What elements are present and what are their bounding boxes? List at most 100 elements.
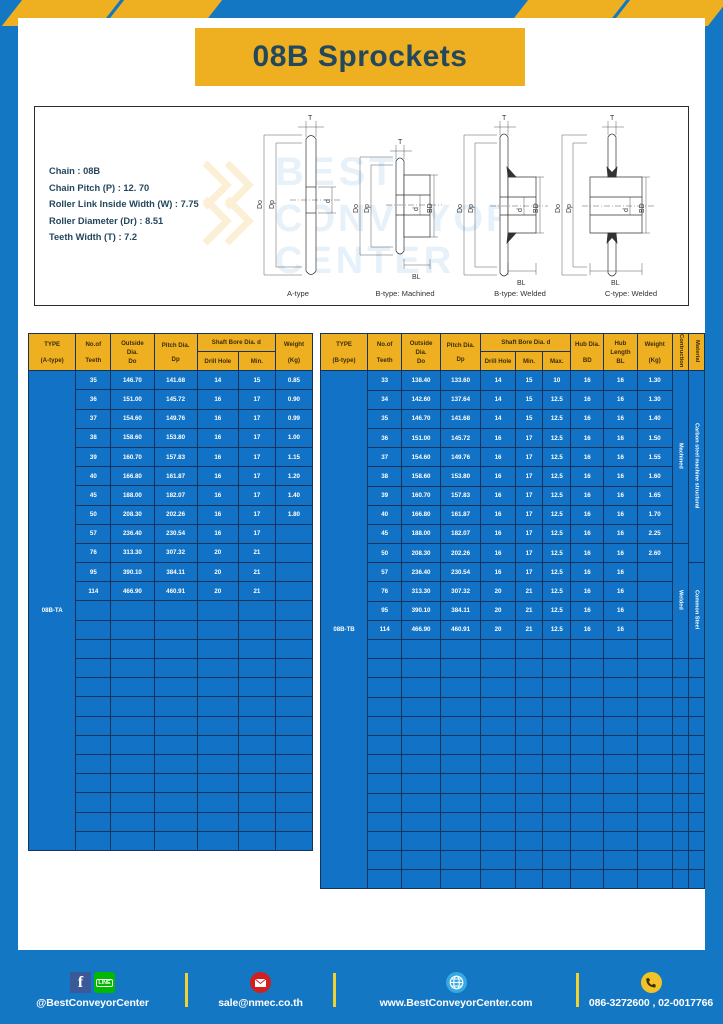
email-icon[interactable]: [250, 972, 271, 993]
cell-hub-length: 16: [603, 523, 638, 545]
cell-pitch-dia: 141.68: [439, 408, 482, 429]
footer-item-phone[interactable]: 086-3272600 , 02-0017766: [579, 955, 723, 1024]
cell-max: 12.5: [542, 504, 572, 525]
cell-empty: [687, 715, 706, 736]
table-row: [321, 677, 706, 698]
cell-empty: [671, 696, 689, 717]
cell-pitch-dia: 145.72: [439, 427, 482, 449]
svg-text:Do: Do: [555, 204, 562, 213]
cell-teeth: 33: [367, 370, 403, 391]
svg-text:d: d: [325, 199, 332, 203]
svg-text:T: T: [610, 115, 615, 122]
cell-empty: [439, 754, 482, 775]
cell-pitch-dia: 182.07: [439, 523, 482, 545]
cell-empty: [153, 811, 198, 832]
cell-pitch-dia: 149.76: [439, 447, 482, 468]
cell-weight: 1.20: [274, 466, 314, 487]
col-header-type-sub: (A-type): [40, 356, 64, 364]
cell-min: 17: [237, 504, 276, 525]
line-icon[interactable]: LINE: [94, 972, 115, 993]
cell-hub-length: 16: [603, 600, 638, 621]
cell-max: 10: [542, 370, 572, 391]
cell-empty: [439, 658, 482, 679]
footer-item-email[interactable]: sale@nmec.co.th: [188, 955, 333, 1024]
col-header-hub-dia-main: Hub Dia.: [574, 340, 600, 348]
cell-pitch-dia: 230.54: [439, 562, 482, 583]
cell-empty: [439, 830, 482, 852]
cell-empty: [636, 638, 673, 660]
cell-empty: [110, 619, 155, 640]
cell-empty: [687, 658, 706, 679]
table-row: 114 466.90 460.91 20 21 12.5 16 16: [321, 619, 705, 641]
cell-empty: [671, 754, 689, 775]
cell-empty: [75, 753, 112, 775]
cell-empty: [480, 734, 516, 756]
cell-empty: [237, 830, 276, 851]
cell-empty: [636, 658, 673, 679]
cell-min: 15: [514, 370, 544, 391]
cell-empty: [687, 677, 706, 698]
cell-hub-length: 16: [603, 447, 638, 468]
col-header-od-sub: Dia.: [126, 348, 138, 356]
cell-empty: [480, 773, 516, 794]
cell-min: 21: [514, 581, 544, 602]
cell-empty: [480, 869, 516, 890]
cell-empty: [237, 734, 276, 755]
col-header-teeth-sub: Teeth: [376, 356, 393, 364]
cell-empty: [153, 600, 198, 621]
cell-empty: [401, 734, 441, 756]
cell-material: Carbon steel machine structural: [687, 370, 706, 564]
spec-line: Roller Link Inside Width (W) : 7.75: [49, 199, 199, 209]
col-header-type-main: TYPE: [336, 340, 352, 348]
cell-outside-dia: 390.10: [110, 562, 155, 583]
cell-empty: [671, 677, 689, 698]
cell-pitch-dia: 182.07: [153, 485, 198, 506]
cell-hub-dia: 16: [570, 447, 605, 468]
cell-empty: [514, 754, 544, 775]
cell-empty: [75, 638, 112, 660]
cell-drill-hole: 16: [480, 466, 516, 487]
footer-item-website[interactable]: www.BestConveyorCenter.com: [336, 955, 576, 1024]
cell-empty: [196, 696, 239, 717]
cell-min: 21: [514, 619, 544, 641]
cell-empty: [367, 658, 403, 679]
cell-drill-hole: 16: [196, 504, 239, 525]
cell-empty: [153, 619, 198, 640]
cell-hub-length: 16: [603, 389, 638, 410]
cell-empty: [514, 677, 544, 698]
cell-drill-hole: 16: [480, 504, 516, 525]
cell-min: 17: [514, 485, 544, 506]
cell-empty: [401, 792, 441, 813]
cell-empty: [153, 792, 198, 813]
cell-drill-hole: 14: [480, 408, 516, 429]
col-header-pitch-dia: Pitch Dia. Dp: [153, 332, 198, 372]
cell-teeth: 45: [367, 523, 403, 545]
cell-min: 17: [237, 408, 276, 429]
cell-empty: [196, 600, 239, 621]
cell-empty: [480, 754, 516, 775]
footer-item-social[interactable]: f LINE @BestConveyorCenter: [0, 955, 185, 1024]
table-row: 45 188.00 182.07 16 17 1.40: [29, 485, 314, 506]
cell-max: 12.5: [542, 408, 572, 429]
cell-drill-hole: 16: [480, 523, 516, 545]
cell-empty: [514, 830, 544, 852]
cell-empty: [542, 811, 572, 832]
cell-empty: [196, 753, 239, 775]
cell-max: 12.5: [542, 523, 572, 545]
cell-outside-dia: 466.90: [110, 581, 155, 602]
phone-icon[interactable]: [640, 972, 662, 993]
cell-outside-dia: 236.40: [110, 523, 155, 544]
facebook-icon[interactable]: f: [70, 972, 91, 993]
table-row: 37 154.60 149.76 16 17 12.5 16 16 1.55: [321, 447, 705, 468]
cell-empty: [153, 696, 198, 717]
col-header-type-sub: (B-type): [332, 356, 356, 364]
cell-hub-dia: 16: [570, 389, 605, 410]
cell-min: 17: [514, 562, 544, 583]
cell-pitch-dia: 157.83: [439, 485, 482, 506]
cell-drill-hole: 16: [196, 523, 239, 544]
cell-empty: [570, 658, 605, 679]
cell-min: 21: [237, 542, 276, 564]
globe-icon[interactable]: [445, 972, 467, 993]
cell-empty: [237, 638, 276, 660]
cell-material: Common Steel: [687, 562, 706, 660]
